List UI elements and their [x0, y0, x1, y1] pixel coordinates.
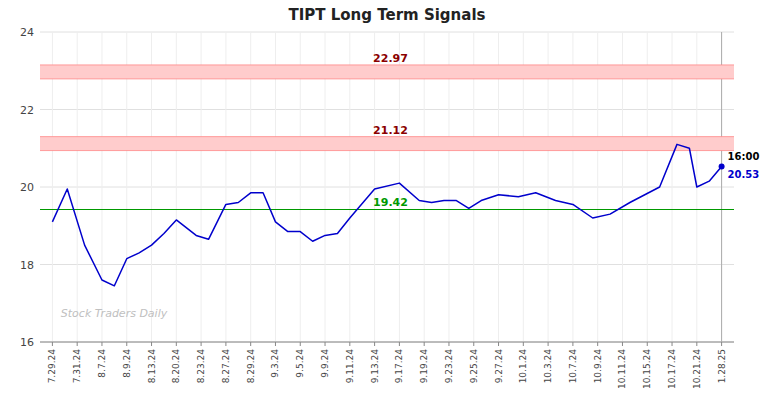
- x-tick: [77, 342, 78, 346]
- x-tick-label: 10.9.24: [593, 349, 603, 384]
- x-tick: [622, 342, 623, 346]
- grid: [40, 32, 734, 342]
- x-tick-label: 8.7.24: [97, 349, 107, 378]
- x-tick-label: 10.7.24: [568, 349, 578, 384]
- y-tick-label: 22: [20, 104, 34, 117]
- x-tick: [151, 342, 152, 346]
- x-tick: [647, 342, 648, 346]
- x-tick-label: 9.3.24: [270, 349, 280, 378]
- x-tick-label: 10.17.24: [667, 349, 677, 389]
- x-tick: [473, 342, 474, 346]
- x-tick: [572, 342, 573, 346]
- x-tick-label: 10.1.24: [518, 349, 528, 384]
- y-tick-label: 20: [20, 181, 34, 194]
- x-tick: [721, 342, 722, 346]
- last-point: [719, 163, 725, 169]
- last-price: 20.53: [728, 169, 760, 180]
- x-tick: [374, 342, 375, 346]
- x-tick-label: 1.28.25: [717, 349, 727, 383]
- x-tick: [548, 342, 549, 346]
- x-tick-label: 8.20.24: [171, 349, 181, 384]
- x-tick-label: 9.17.24: [394, 349, 404, 384]
- x-tick-label: 8.13.24: [147, 349, 157, 384]
- y-tick-label: 24: [20, 26, 34, 39]
- band-label: 21.12: [373, 124, 408, 137]
- x-tick: [201, 342, 202, 346]
- x-tick-label: 8.27.24: [221, 349, 231, 384]
- y-tick-label: 16: [20, 336, 34, 349]
- x-tick: [275, 342, 276, 346]
- x-tick-label: 10.11.24: [617, 349, 627, 389]
- x-tick-label: 9.13.24: [370, 349, 380, 384]
- x-tick-label: 9.27.24: [494, 349, 504, 384]
- green-line-label: 19.42: [373, 196, 408, 209]
- x-tick: [349, 342, 350, 346]
- x-tick: [523, 342, 524, 346]
- x-tick: [325, 342, 326, 346]
- x-tick: [126, 342, 127, 346]
- x-tick: [448, 342, 449, 346]
- red-band: [40, 65, 734, 79]
- x-tick-label: 9.19.24: [419, 349, 429, 384]
- band-label: 22.97: [373, 52, 408, 65]
- x-tick: [498, 342, 499, 346]
- last-time: 16:00: [728, 151, 760, 162]
- x-tick-label: 7.31.24: [72, 349, 82, 384]
- x-tick: [597, 342, 598, 346]
- x-tick-label: 9.23.24: [444, 349, 454, 384]
- x-tick-label: 10.3.24: [543, 349, 553, 384]
- x-axis-line: [40, 342, 734, 343]
- y-grid-line: [40, 109, 734, 110]
- title: TIPT Long Term Signals: [289, 6, 486, 24]
- x-tick: [424, 342, 425, 346]
- x-tick-label: 8.9.24: [122, 349, 132, 378]
- y-tick-label: 18: [20, 259, 34, 272]
- x-tick: [300, 342, 301, 346]
- chart: TIPT Long Term Signals 16 18 20 22 24 7.29.24 7…: [0, 0, 784, 398]
- x-tick: [250, 342, 251, 346]
- x-tick: [672, 342, 673, 346]
- x-tick: [101, 342, 102, 346]
- x-tick: [399, 342, 400, 346]
- y-grid-line: [40, 342, 734, 343]
- x-tick-label: 9.9.24: [320, 349, 330, 378]
- x-tick-label: 9.25.24: [469, 349, 479, 384]
- plot-area: [40, 65, 734, 286]
- red-band-edge: [40, 78, 734, 79]
- y-grid-line: [40, 32, 734, 33]
- x-tick-label: 7.29.24: [47, 349, 57, 384]
- price-line: [52, 144, 721, 285]
- red-band-edge: [40, 150, 734, 151]
- x-tick-label: 10.15.24: [642, 349, 652, 389]
- x-tick: [696, 342, 697, 346]
- x-tick-label: 9.11.24: [345, 349, 355, 384]
- x-tick-label: 8.29.24: [246, 349, 256, 384]
- x-tick: [176, 342, 177, 346]
- y-grid-line: [40, 264, 734, 265]
- x-tick: [52, 342, 53, 346]
- x-tick-label: 8.23.24: [196, 349, 206, 384]
- x-tick: [225, 342, 226, 346]
- watermark: Stock Traders Daily: [61, 307, 168, 320]
- x-tick-label: 9.5.24: [295, 349, 305, 378]
- x-tick-label: 10.21.24: [692, 349, 702, 389]
- red-band: [40, 137, 734, 151]
